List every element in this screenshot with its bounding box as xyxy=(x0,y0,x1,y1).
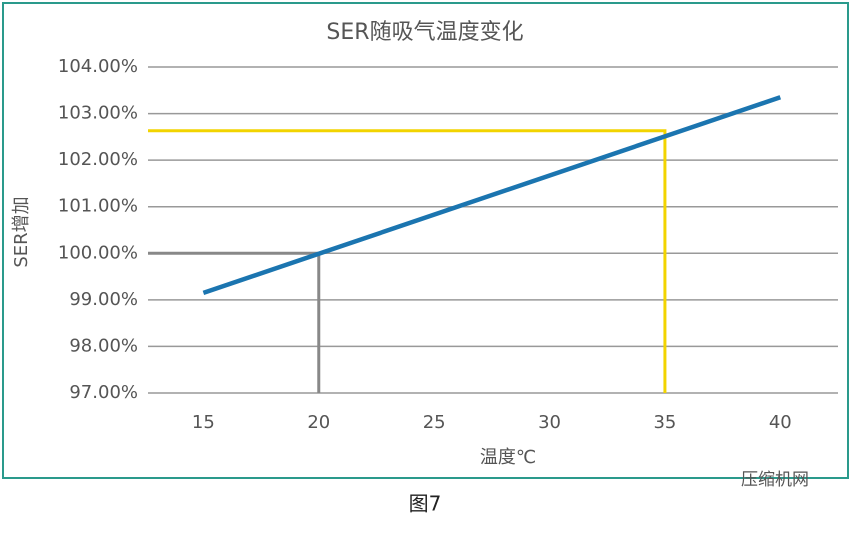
x-tick-label: 15 xyxy=(192,412,215,433)
reference-line xyxy=(148,251,321,393)
watermark: 压缩机网 xyxy=(741,470,809,490)
data-line xyxy=(202,95,782,296)
x-tick-label: 30 xyxy=(538,412,561,433)
x-tick-label: 35 xyxy=(653,412,676,433)
x-tick-label: 20 xyxy=(307,412,330,433)
chart-title: SER随吸气温度变化 xyxy=(326,20,523,45)
y-axis-label: SER增加 xyxy=(11,196,32,267)
y-tick-label: 98.00% xyxy=(69,335,138,356)
x-axis-label: 温度℃ xyxy=(480,447,536,468)
y-tick-label: 103.00% xyxy=(58,103,138,124)
x-tick-label: 40 xyxy=(769,412,792,433)
y-tick-label: 97.00% xyxy=(69,382,138,403)
y-tick-label: 99.00% xyxy=(69,289,138,310)
y-tick-label: 102.00% xyxy=(58,149,138,170)
y-tick-label: 101.00% xyxy=(58,196,138,217)
frame xyxy=(2,2,849,479)
y-tick-label: 104.00% xyxy=(58,56,138,77)
y-tick-label: 100.00% xyxy=(58,242,138,263)
x-tick-label: 25 xyxy=(423,412,446,433)
caption: 图7 xyxy=(409,492,442,516)
reference-line xyxy=(148,129,667,393)
